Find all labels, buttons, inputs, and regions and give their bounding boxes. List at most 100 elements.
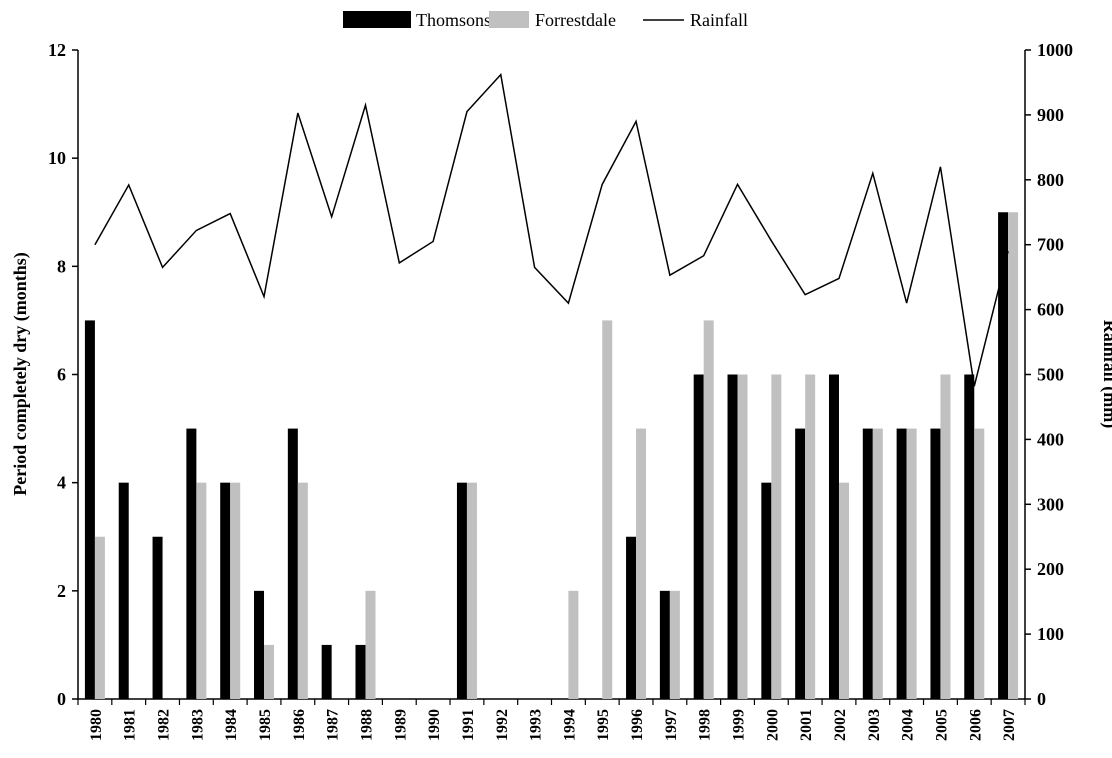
x-tick-label: 2001 [798, 709, 815, 741]
bar-forrestdale-1995 [602, 320, 613, 699]
bar-forrestdale-1988 [365, 590, 376, 699]
x-tick-label: 1985 [257, 709, 274, 741]
y2-tick-label: 900 [1037, 105, 1064, 125]
x-tick-label: 1991 [460, 709, 477, 741]
x-tick-label: 1983 [189, 709, 206, 741]
y2-tick-label: 400 [1037, 429, 1064, 449]
bar-thomsons-1991 [456, 482, 467, 699]
y-tick-label: 8 [57, 256, 66, 276]
legend-label-forrestdale: Forrestdale [535, 10, 616, 30]
x-tick-label: 2000 [764, 709, 781, 741]
bar-forrestdale-1985 [264, 644, 275, 699]
bar-thomsons-2005 [930, 428, 941, 699]
bar-forrestdale-1997 [669, 590, 680, 699]
bar-thomsons-1999 [727, 374, 738, 699]
bar-thomsons-1987 [321, 644, 332, 699]
bar-forrestdale-1986 [297, 482, 308, 699]
bar-forrestdale-1999 [737, 374, 748, 699]
y-tick-label: 0 [57, 689, 66, 709]
x-tick-label: 1986 [291, 709, 308, 741]
bar-thomsons-1983 [186, 428, 197, 699]
x-tick-label: 1987 [325, 709, 342, 741]
y-tick-label: 10 [48, 148, 66, 168]
bar-thomsons-1984 [220, 482, 231, 699]
y-tick-label: 2 [57, 581, 66, 601]
bar-thomsons-1998 [693, 374, 704, 699]
x-tick-label: 1999 [731, 709, 748, 741]
bar-thomsons-2004 [896, 428, 907, 699]
x-tick-label: 2004 [900, 709, 917, 741]
bar-forrestdale-2000 [771, 374, 782, 699]
x-tick-label: 1981 [122, 709, 139, 741]
legend-label-thomsons: Thomsons [416, 10, 491, 30]
x-tick-label: 1997 [663, 709, 680, 741]
x-tick-label: 1989 [392, 709, 409, 741]
bar-thomsons-1981 [118, 482, 129, 699]
bar-thomsons-1986 [287, 428, 298, 699]
bar-thomsons-1988 [355, 644, 366, 699]
y2-tick-label: 100 [1037, 624, 1064, 644]
y2-tick-label: 800 [1037, 170, 1064, 190]
legend-swatch-forrestdale [489, 11, 529, 28]
x-tick-label: 2003 [866, 709, 883, 741]
bar-thomsons-2002 [828, 374, 839, 699]
x-tick-label: 1982 [156, 709, 173, 741]
y-tick-label: 12 [48, 40, 66, 60]
y2-axis-title: Rainfall (mm) [1099, 320, 1112, 428]
x-tick-label: 1980 [88, 709, 105, 741]
bar-thomsons-1985 [254, 590, 265, 699]
legend-swatch-thomsons [343, 11, 411, 28]
bar-thomsons-1997 [659, 590, 670, 699]
x-tick-label: 1992 [494, 709, 511, 741]
bar-forrestdale-2003 [872, 428, 883, 699]
x-tick-label: 1995 [595, 709, 612, 741]
y2-tick-label: 0 [1037, 689, 1046, 709]
line-layer [94, 73, 1009, 387]
bar-thomsons-2006 [964, 374, 975, 699]
line-rainfall [94, 73, 1009, 387]
x-tick-label: 1998 [697, 709, 714, 741]
bar-thomsons-1982 [152, 536, 163, 699]
legend: Thomsons Forrestdale Rainfall [343, 10, 748, 30]
bar-thomsons-2003 [862, 428, 873, 699]
y-axis-title: Period completely dry (months) [10, 252, 31, 495]
bar-forrestdale-2004 [906, 428, 917, 699]
legend-label-rainfall: Rainfall [690, 10, 748, 30]
y2-tick-label: 700 [1037, 235, 1064, 255]
y2-tick-label: 500 [1037, 365, 1064, 385]
bar-forrestdale-1991 [466, 482, 477, 699]
bar-forrestdale-2002 [838, 482, 849, 699]
bar-forrestdale-1998 [703, 320, 714, 699]
x-tick-label: 1993 [528, 709, 545, 741]
bars-layer [84, 212, 1019, 699]
bar-forrestdale-1983 [196, 482, 207, 699]
bar-forrestdale-2001 [805, 374, 816, 699]
y2-tick-label: 300 [1037, 494, 1064, 514]
bar-thomsons-2007 [998, 212, 1009, 699]
x-tick-label: 2006 [967, 709, 984, 741]
y2-tick-label: 1000 [1037, 40, 1073, 60]
x-tick-label: 1984 [223, 709, 240, 741]
x-tick-label: 2007 [1001, 709, 1018, 741]
y-tick-label: 6 [57, 365, 66, 385]
y2-tick-label: 600 [1037, 300, 1064, 320]
x-tick-label: 1990 [426, 709, 443, 741]
ticks-layer: 0 2 4 6 8 10 12 0 100 200 300 400 500 600 700 800 900 100… [48, 40, 1073, 741]
bar-forrestdale-1994 [568, 590, 579, 699]
bar-forrestdale-1980 [94, 536, 105, 699]
y2-tick-label: 200 [1037, 559, 1064, 579]
x-tick-label: 1988 [358, 709, 375, 741]
x-tick-label: 2005 [933, 709, 950, 741]
bar-thomsons-2000 [761, 482, 772, 699]
bar-thomsons-1980 [84, 320, 95, 699]
x-tick-label: 2002 [832, 709, 849, 741]
bar-forrestdale-2006 [974, 428, 985, 699]
bar-forrestdale-2007 [1008, 212, 1019, 699]
y-tick-label: 4 [57, 473, 66, 493]
bar-thomsons-1996 [626, 536, 637, 699]
bar-forrestdale-2005 [940, 374, 951, 699]
x-tick-label: 1996 [629, 709, 646, 741]
bar-thomsons-2001 [795, 428, 806, 699]
x-tick-label: 1994 [561, 709, 578, 741]
